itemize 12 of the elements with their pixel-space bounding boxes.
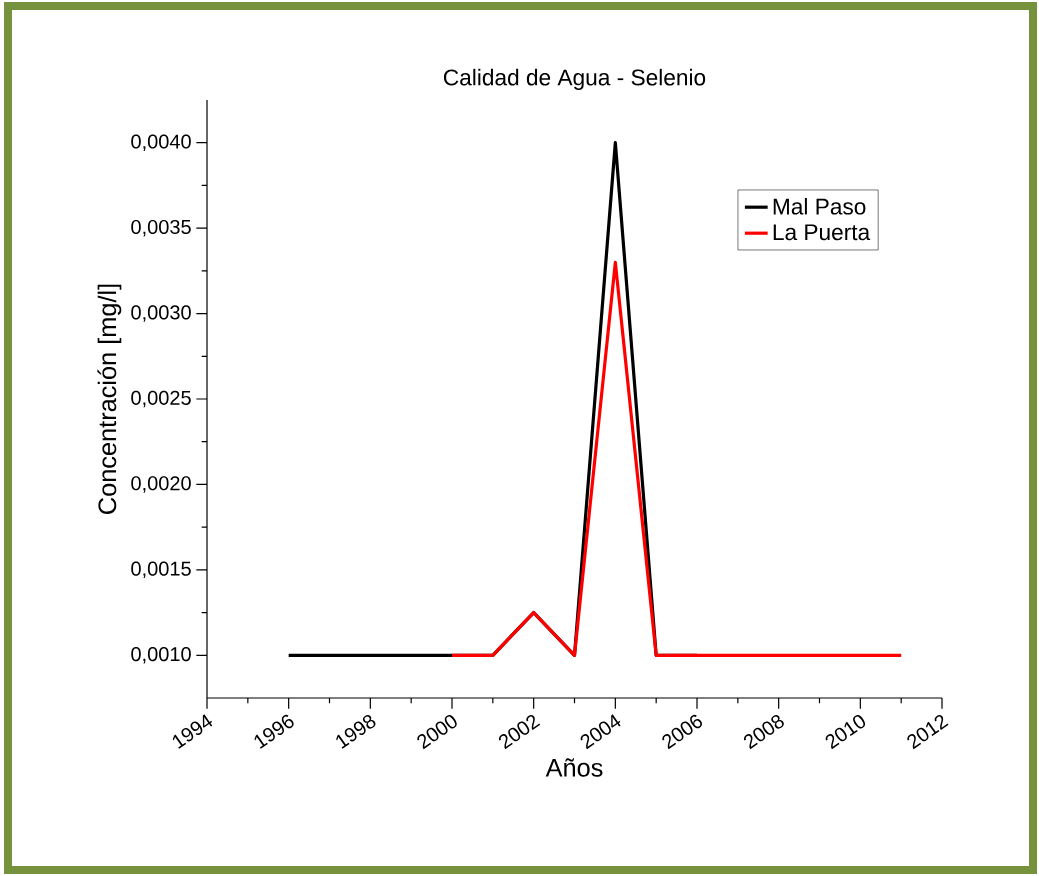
legend-label: Mal Paso [773, 197, 866, 215]
x-axis-title: Años [545, 758, 603, 777]
chart-title: Calidad de Agua - Selenio [443, 68, 706, 90]
y-axis-title: Concentración [mg/l] [97, 284, 122, 514]
y-tick-label: 0,0030 [131, 305, 191, 322]
y-tick-label: 0,0035 [131, 219, 191, 237]
y-tick-label: 0,0020 [131, 476, 191, 493]
legend-label: La Puerta [773, 224, 871, 241]
y-tick-label: 0,0040 [131, 134, 191, 151]
y-tick-label: 0,0015 [131, 561, 191, 579]
y-tick-label: 0,0025 [131, 390, 191, 408]
y-tick-label: 0,0010 [131, 647, 191, 664]
